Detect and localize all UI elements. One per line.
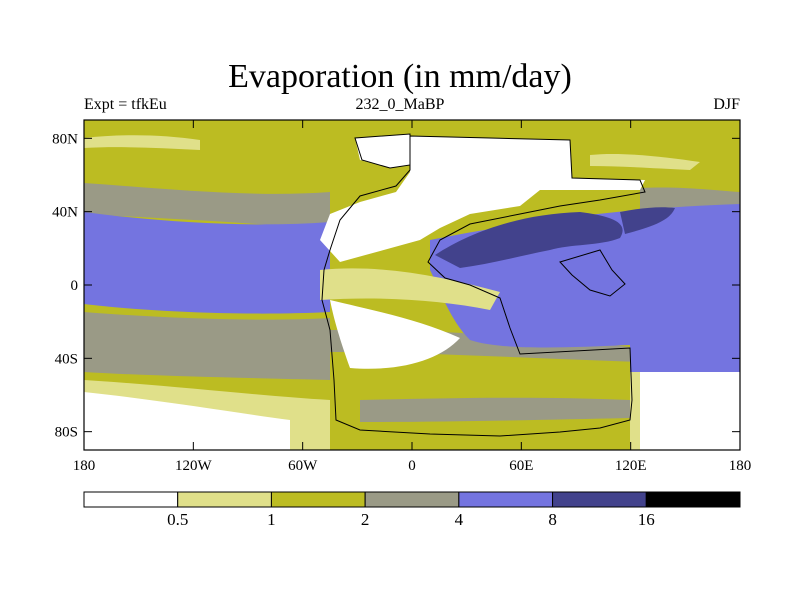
continent-outline [321, 135, 646, 437]
colorbar-label: 8 [548, 510, 557, 529]
x-tick-label: 180 [729, 458, 752, 474]
colorbar-segment [552, 491, 647, 508]
field-white-continent-north [320, 136, 645, 262]
field-grey-south [84, 312, 330, 380]
field-lightyellow-tropic [320, 268, 500, 310]
colorbar-label: 1 [267, 510, 276, 529]
x-tick-label: 60W [288, 458, 318, 474]
season-label: DJF [713, 96, 740, 113]
x-tick-label: 120W [175, 458, 213, 474]
colorbar-label: 4 [455, 510, 464, 529]
period-label: 232_0_MaBP [355, 96, 445, 113]
experiment-label: Expt = tfkEu [84, 96, 167, 113]
y-axis: 80N 40N 0 40S 80S [52, 131, 740, 441]
x-tick-label: 180 [73, 458, 96, 474]
field-white-north-patch [355, 134, 410, 168]
x-axis: 180 120W 60W 0 60E 120E 180 [73, 120, 752, 474]
colorbar-label: 2 [361, 510, 370, 529]
y-tick-label: 80S [55, 425, 78, 441]
colorbar-label: 0.5 [167, 510, 188, 529]
plot-title: Evaporation (in mm/day) [228, 58, 572, 95]
field-darkblue-core [435, 212, 623, 268]
field-grey-north [84, 183, 330, 230]
y-tick-label: 80N [52, 131, 78, 147]
field-grey-polar [360, 397, 630, 422]
x-tick-label: 0 [408, 458, 416, 474]
colorbar-segment [458, 491, 554, 508]
colorbar-segment [645, 491, 741, 508]
field-lightyellow-ne [590, 153, 700, 170]
colorbar-label: 16 [638, 510, 655, 529]
x-tick-label: 60E [509, 458, 533, 474]
y-tick-label: 40S [55, 351, 78, 367]
field-white-interior [330, 300, 460, 369]
colorbar-segment [83, 491, 179, 508]
field-darkblue-east [620, 207, 675, 234]
x-tick-label: 120E [615, 458, 647, 474]
field-white-sw [84, 392, 290, 450]
eastern-peninsula-outline [559, 249, 626, 297]
colorbar: 0.5 1 2 4 8 16 [83, 491, 741, 529]
evaporation-field [84, 120, 740, 450]
colorbar-segment [270, 491, 366, 508]
y-tick-label: 0 [71, 278, 79, 294]
field-blue-west [84, 212, 330, 314]
y-tick-label: 40N [52, 205, 78, 221]
field-lightyellow-north [84, 135, 200, 150]
northern-island-outline [354, 133, 411, 169]
colorbar-segment [177, 491, 272, 508]
colorbar-segment [364, 491, 460, 508]
field-white-se [640, 372, 740, 450]
